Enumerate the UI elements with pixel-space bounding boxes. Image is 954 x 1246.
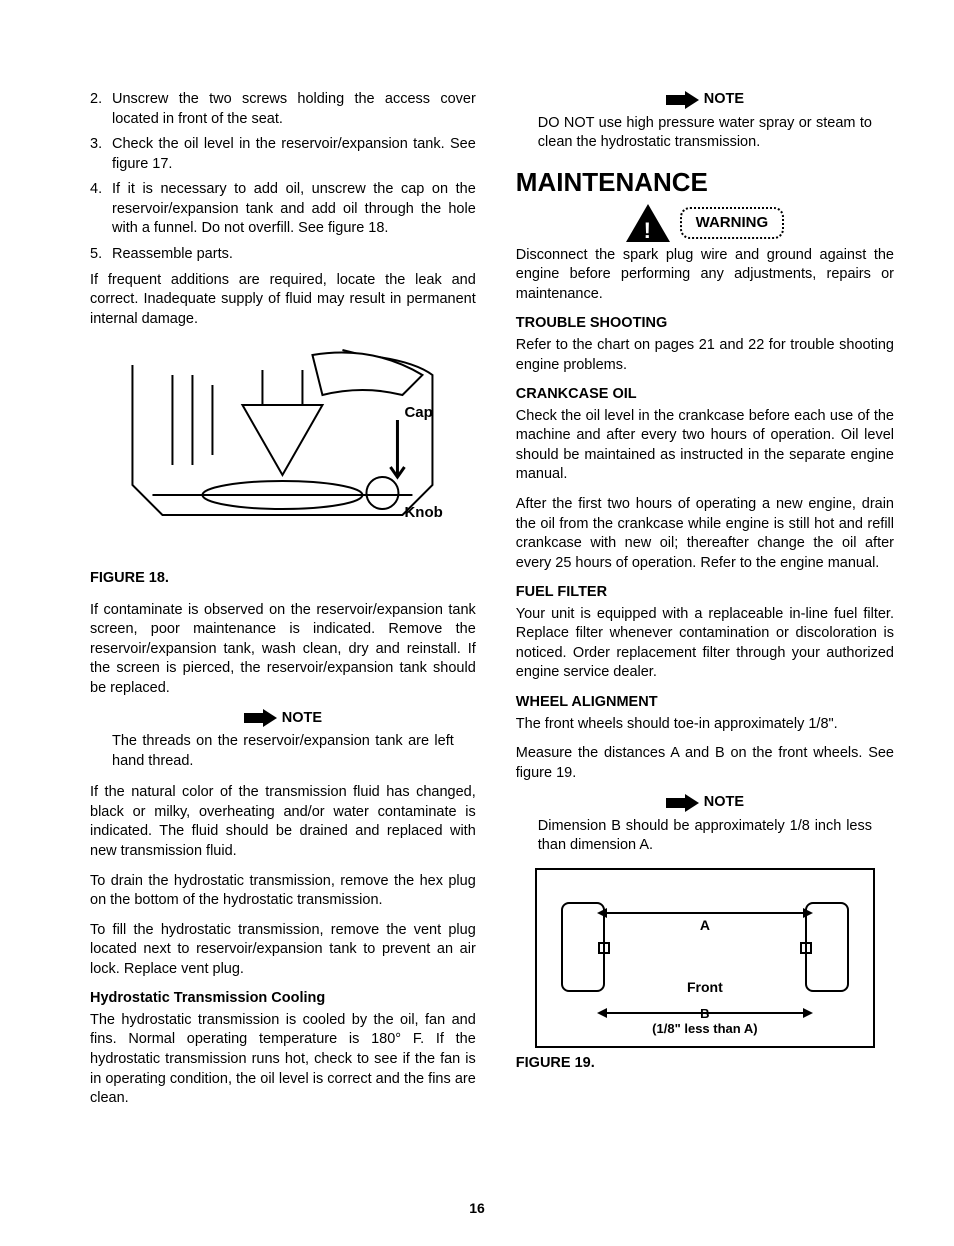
- warning-block: WARNING Disconnect the spark plug wire a…: [516, 204, 894, 305]
- note-block: NOTE The threads on the reservoir/expans…: [112, 709, 454, 772]
- item-number: 2.: [90, 90, 112, 129]
- lugnut-icon: [598, 942, 610, 954]
- wheel-heading: WHEEL ALIGNMENT: [516, 693, 894, 713]
- note-block: NOTE DO NOT use high pressure water spra…: [538, 90, 872, 153]
- svg-text:Knob: Knob: [405, 504, 443, 521]
- arrow-icon: [666, 94, 700, 106]
- item-number: 3.: [90, 135, 112, 174]
- paragraph: Check the oil level in the crankcase bef…: [516, 407, 894, 485]
- figure-18-caption: FIGURE 18.: [90, 569, 476, 589]
- paragraph: Measure the distances A and B on the fro…: [516, 744, 894, 783]
- page-number: 16: [469, 1200, 485, 1216]
- paragraph: If the natural color of the transmission…: [90, 783, 476, 861]
- warning-label-row: WARNING: [516, 204, 894, 242]
- list-item: 5. Reassemble parts.: [90, 245, 476, 265]
- note-heading: NOTE: [704, 90, 744, 110]
- note-heading: NOTE: [704, 793, 744, 813]
- note-text: Dimension B should be approximately 1/8 …: [538, 817, 872, 856]
- lugnut-icon: [800, 942, 812, 954]
- paragraph: After the first two hours of operating a…: [516, 495, 894, 573]
- paragraph: If frequent additions are required, loca…: [90, 271, 476, 330]
- numbered-steps-list: 2. Unscrew the two screws holding the ac…: [90, 90, 476, 265]
- paragraph: If contaminate is observed on the reserv…: [90, 601, 476, 699]
- dimension-line-a: [607, 912, 803, 914]
- fuel-heading: FUEL FILTER: [516, 583, 894, 603]
- paragraph: The hydrostatic transmission is cooled b…: [90, 1011, 476, 1109]
- item-text: Reassemble parts.: [112, 245, 476, 265]
- item-text: Check the oil level in the reservoir/exp…: [112, 135, 476, 174]
- right-column: NOTE DO NOT use high pressure water spra…: [516, 90, 894, 1119]
- label-front: Front: [687, 978, 723, 997]
- note-heading: NOTE: [282, 709, 322, 729]
- note-label-row: NOTE: [538, 90, 872, 110]
- figure-19-illustration: A Front B (1/8" less than A): [535, 868, 875, 1048]
- figure-18-illustration: Cap Knob: [105, 345, 460, 555]
- item-number: 4.: [90, 180, 112, 239]
- warning-text: Disconnect the spark plug wire and groun…: [516, 246, 894, 305]
- warning-label: WARNING: [680, 207, 785, 239]
- note-block: NOTE Dimension B should be approximately…: [538, 793, 872, 856]
- paragraph: The front wheels should toe-in approxima…: [516, 715, 894, 735]
- note-label-row: NOTE: [538, 793, 872, 813]
- label-b: B (1/8" less than A): [652, 1005, 757, 1038]
- label-b-sub: (1/8" less than A): [652, 1020, 757, 1038]
- list-item: 2. Unscrew the two screws holding the ac…: [90, 90, 476, 129]
- two-column-layout: 2. Unscrew the two screws holding the ac…: [90, 90, 894, 1119]
- crankcase-heading: CRANKCASE OIL: [516, 385, 894, 405]
- note-text: DO NOT use high pressure water spray or …: [538, 114, 872, 153]
- warning-triangle-icon: [626, 204, 670, 242]
- svg-text:Cap: Cap: [405, 404, 433, 421]
- arrow-icon: [666, 797, 700, 809]
- paragraph: To drain the hydrostatic transmission, r…: [90, 872, 476, 911]
- paragraph: Your unit is equipped with a replaceable…: [516, 605, 894, 683]
- label-a: A: [700, 916, 710, 935]
- item-number: 5.: [90, 245, 112, 265]
- note-label-row: NOTE: [112, 709, 454, 729]
- left-column: 2. Unscrew the two screws holding the ac…: [90, 90, 476, 1119]
- paragraph: To fill the hydrostatic transmission, re…: [90, 921, 476, 980]
- list-item: 4. If it is necessary to add oil, unscre…: [90, 180, 476, 239]
- note-text: The threads on the reservoir/expansion t…: [112, 732, 454, 771]
- maintenance-title: MAINTENANCE: [516, 165, 894, 200]
- paragraph: Refer to the chart on pages 21 and 22 fo…: [516, 336, 894, 375]
- figure-19-caption: FIGURE 19.: [516, 1054, 894, 1074]
- item-text: If it is necessary to add oil, unscrew t…: [112, 180, 476, 239]
- trouble-heading: TROUBLE SHOOTING: [516, 314, 894, 334]
- cooling-heading: Hydrostatic Transmission Cooling: [90, 989, 476, 1009]
- item-text: Unscrew the two screws holding the acces…: [112, 90, 476, 129]
- list-item: 3. Check the oil level in the reservoir/…: [90, 135, 476, 174]
- arrow-icon: [244, 712, 278, 724]
- label-b-letter: B: [700, 1006, 709, 1021]
